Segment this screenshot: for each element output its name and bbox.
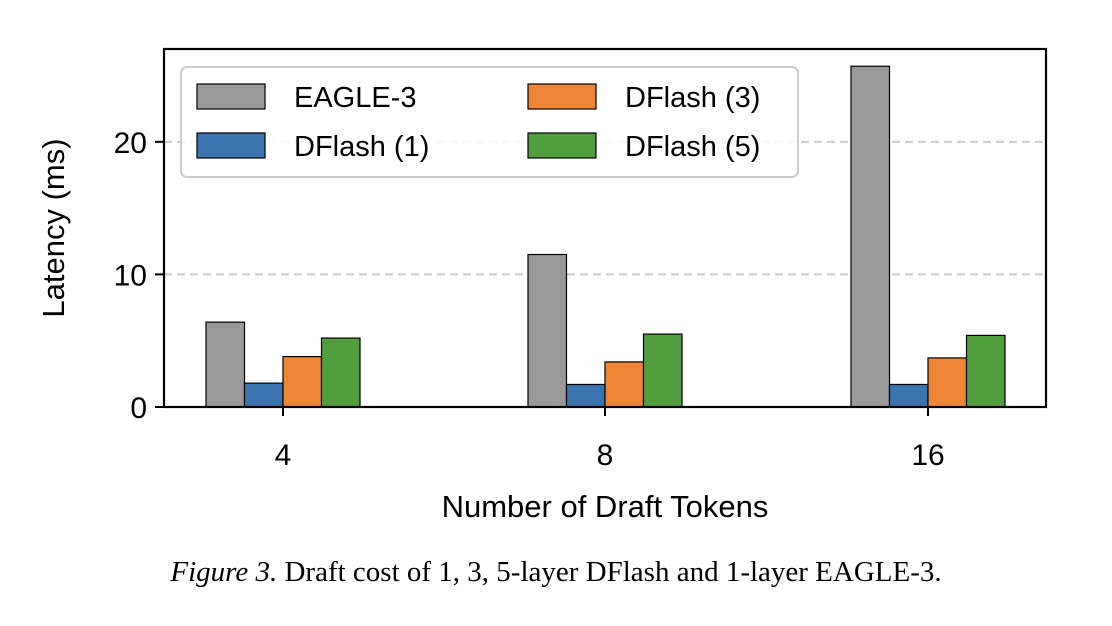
bar-dflash-1-8 bbox=[565, 383, 606, 408]
legend-label-dflash-1: DFlash (1) bbox=[294, 131, 429, 163]
x-tick-label-8: 8 bbox=[597, 439, 614, 472]
bar-eagle-3-4 bbox=[205, 321, 246, 408]
legend-label-dflash-5: DFlash (5) bbox=[625, 131, 760, 163]
legend-swatch-dflash-5 bbox=[527, 132, 597, 159]
bar-chart: 0 10 20 4 8 16 Number of Draft Tokens Latency… bbox=[36, 47, 1048, 524]
caption-label: Figure 3. bbox=[170, 556, 278, 588]
bar-dflash-3-4 bbox=[282, 356, 323, 408]
x-tick-label-4: 4 bbox=[275, 439, 292, 472]
x-tick-label-16: 16 bbox=[911, 439, 944, 472]
bar-dflash-1-4 bbox=[243, 382, 284, 408]
legend-swatch-dflash-1 bbox=[196, 132, 266, 159]
bar-eagle-3-16 bbox=[850, 65, 891, 408]
axis-ticks: 0 10 20 4 8 16 bbox=[114, 127, 945, 472]
legend-swatch-eagle-3 bbox=[196, 83, 266, 110]
bar-dflash-3-16 bbox=[927, 357, 968, 408]
bar-dflash-3-8 bbox=[604, 361, 645, 408]
bar-dflash-1-16 bbox=[888, 383, 929, 408]
y-tick-label-10: 10 bbox=[114, 259, 147, 292]
bar-dflash-5-16 bbox=[965, 334, 1006, 408]
x-axis-title: Number of Draft Tokens bbox=[442, 489, 769, 524]
legend-label-dflash-3: DFlash (3) bbox=[625, 82, 760, 114]
y-tick-label-20: 20 bbox=[114, 127, 147, 160]
legend-box bbox=[180, 66, 799, 178]
bar-dflash-5-8 bbox=[642, 333, 683, 408]
bar-dflash-5-4 bbox=[320, 337, 361, 408]
caption-text: Draft cost of 1, 3, 5-layer DFlash and 1… bbox=[284, 556, 942, 588]
y-tick-label-0: 0 bbox=[130, 392, 147, 425]
bars bbox=[205, 65, 1006, 408]
y-axis-title: Latency (ms) bbox=[36, 138, 71, 317]
legend-label-eagle-3: EAGLE-3 bbox=[294, 82, 417, 114]
bar-eagle-3-8 bbox=[527, 253, 568, 408]
figure-caption: Figure 3. Draft cost of 1, 3, 5-layer DF… bbox=[0, 556, 1112, 589]
legend: EAGLE-3 DFlash (1) DFlash (3) DFlash (5) bbox=[180, 66, 799, 178]
legend-swatch-dflash-3 bbox=[527, 83, 597, 110]
